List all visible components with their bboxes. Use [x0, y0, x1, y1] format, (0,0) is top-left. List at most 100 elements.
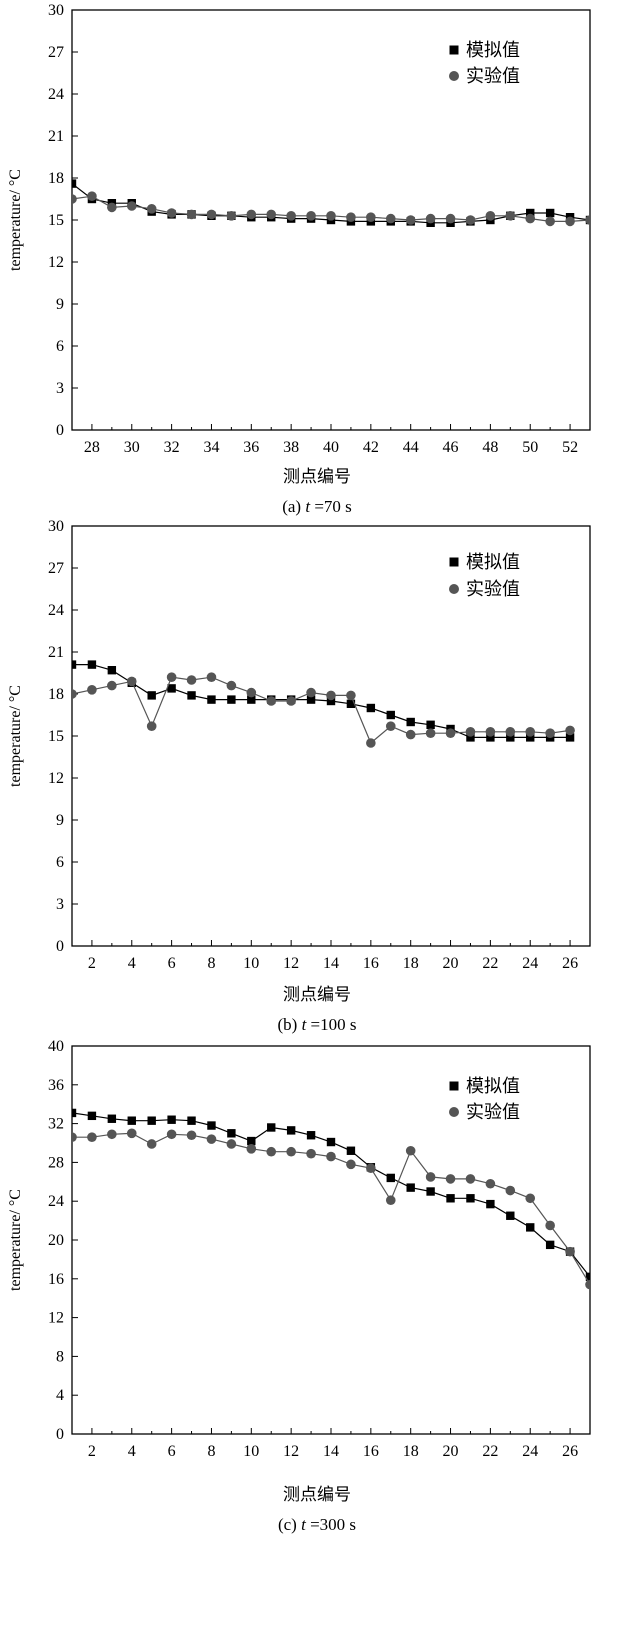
data-point-experimental: [485, 727, 496, 737]
data-point-experimental: [306, 687, 316, 698]
y-axis-label: temperature/ °C: [7, 1189, 24, 1291]
y-tick-label: 24: [48, 86, 64, 103]
y-tick-label: 3: [56, 896, 64, 913]
data-point-experimental: [445, 213, 456, 224]
data-point-simulated: [72, 660, 77, 669]
x-tick-label: 14: [323, 955, 339, 972]
x-tick-label: 30: [124, 439, 140, 456]
data-point-experimental: [146, 1139, 157, 1149]
data-point-experimental: [505, 1185, 516, 1196]
data-point-simulated: [127, 1116, 136, 1125]
data-point-simulated: [406, 1183, 415, 1192]
data-point-experimental: [107, 202, 117, 213]
data-point-experimental: [545, 728, 555, 738]
data-point-experimental: [485, 211, 496, 221]
legend-label-simulated: 模拟值: [466, 1076, 520, 1097]
x-tick-label: 10: [243, 1443, 259, 1460]
data-point-experimental: [485, 1178, 496, 1189]
data-point-experimental: [306, 211, 316, 221]
x-tick-label: 36: [243, 439, 259, 456]
data-point-simulated: [526, 208, 535, 218]
data-point-experimental: [246, 687, 257, 698]
data-point-simulated: [466, 733, 475, 742]
y-tick-label: 28: [48, 1154, 64, 1171]
data-point-experimental: [146, 204, 157, 214]
data-point-experimental: [107, 680, 117, 691]
y-tick-label: 0: [56, 422, 64, 439]
legend-marker-experimental: [449, 584, 459, 594]
legend-marker-simulated: [449, 557, 459, 567]
data-point-simulated: [366, 703, 376, 713]
data-point-experimental: [186, 1130, 197, 1141]
x-axis-label: 测点编号: [283, 1485, 351, 1505]
y-tick-label: 27: [48, 560, 64, 577]
data-point-experimental: [326, 211, 336, 221]
y-tick-label: 24: [48, 1193, 64, 1210]
y-tick-label: 4: [56, 1387, 64, 1404]
y-axis-label: temperature/ °C: [7, 169, 24, 271]
data-point-experimental: [425, 728, 436, 738]
y-tick-label: 3: [56, 380, 64, 397]
data-point-simulated: [346, 699, 356, 708]
data-point-experimental: [465, 215, 476, 225]
x-tick-label: 24: [522, 1443, 538, 1460]
legend-label-experimental: 实验值: [466, 579, 520, 600]
x-tick-label: 18: [403, 1443, 419, 1460]
data-point-experimental: [346, 690, 356, 701]
x-tick-label: 18: [403, 955, 419, 972]
data-point-experimental: [525, 213, 536, 224]
y-tick-label: 20: [48, 1232, 64, 1249]
data-point-experimental: [465, 727, 476, 737]
data-point-experimental: [366, 738, 376, 748]
y-tick-label: 16: [48, 1271, 64, 1288]
data-point-experimental: [545, 216, 555, 227]
legend-marker-experimental: [449, 1107, 459, 1117]
x-tick-label: 28: [84, 439, 100, 456]
x-tick-label: 6: [168, 955, 176, 972]
data-point-simulated: [406, 717, 415, 727]
data-point-simulated: [207, 695, 216, 704]
x-tick-label: 44: [403, 439, 419, 456]
x-tick-label: 14: [323, 1443, 339, 1460]
x-tick-label: 26: [562, 955, 578, 972]
x-tick-label: 8: [207, 955, 215, 972]
data-point-experimental: [326, 690, 336, 701]
panel-caption: (a) t =70 s: [282, 497, 352, 516]
data-point-experimental: [246, 209, 257, 220]
y-tick-label: 15: [48, 728, 64, 745]
x-tick-label: 16: [363, 955, 379, 972]
data-point-simulated: [267, 1123, 276, 1132]
data-point-simulated: [526, 733, 535, 742]
data-point-experimental: [565, 1246, 575, 1257]
y-tick-label: 15: [48, 212, 64, 229]
x-tick-label: 42: [363, 439, 379, 456]
data-point-simulated: [526, 1223, 535, 1232]
data-point-simulated: [326, 1137, 336, 1147]
data-point-simulated: [466, 1194, 475, 1203]
y-tick-label: 40: [48, 1038, 64, 1055]
legend-label-simulated: 模拟值: [466, 40, 520, 61]
y-tick-label: 21: [48, 644, 64, 661]
y-tick-label: 30: [48, 2, 64, 19]
data-point-experimental: [226, 680, 237, 691]
x-tick-label: 20: [443, 955, 459, 972]
x-tick-label: 10: [243, 955, 259, 972]
y-tick-label: 18: [48, 686, 64, 703]
data-point-experimental: [286, 1146, 296, 1157]
data-point-experimental: [206, 1134, 217, 1144]
data-point-experimental: [226, 211, 237, 221]
data-point-experimental: [405, 1145, 416, 1156]
data-point-experimental: [465, 1174, 476, 1184]
data-point-experimental: [565, 216, 575, 227]
data-point-simulated: [87, 1111, 97, 1121]
data-point-experimental: [405, 729, 416, 740]
data-point-simulated: [107, 666, 117, 675]
data-point-experimental: [226, 1139, 237, 1149]
data-point-experimental: [366, 212, 376, 222]
data-point-simulated: [486, 1199, 495, 1209]
data-point-simulated: [545, 1240, 555, 1250]
data-point-experimental: [166, 1129, 177, 1140]
series-line-simulated: [72, 1112, 590, 1278]
data-point-experimental: [286, 696, 296, 706]
y-axis-label: temperature/ °C: [7, 685, 24, 787]
